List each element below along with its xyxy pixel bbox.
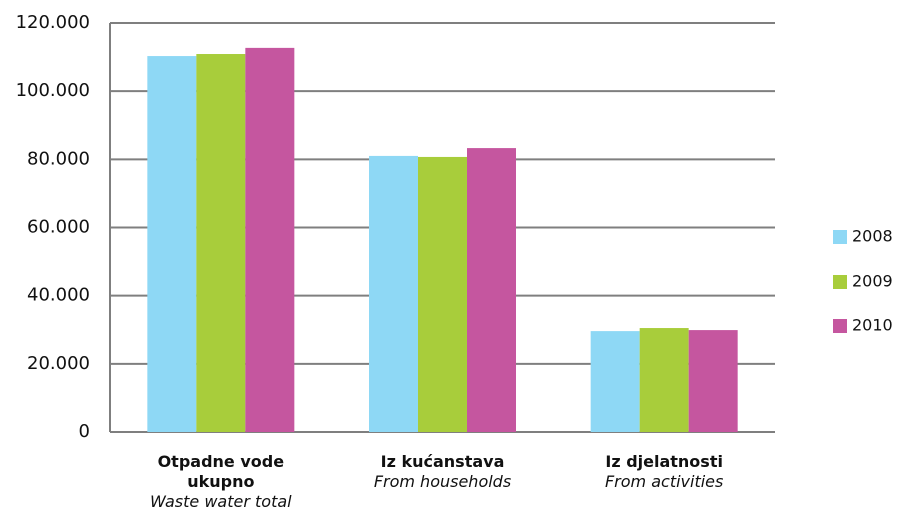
category-label: Iz djelatnosti From activities	[564, 452, 764, 492]
category-name: Iz kućanstava	[380, 452, 505, 471]
y-tick-label: 20.000	[27, 353, 90, 374]
category-name-en: From households	[373, 472, 512, 491]
legend-label: 2009	[852, 272, 893, 291]
legend-swatch	[833, 275, 847, 289]
bar	[639, 328, 689, 432]
bar	[369, 155, 418, 433]
bar	[590, 331, 640, 432]
y-tick-label: 40.000	[27, 285, 90, 306]
category-name-en: From activities	[604, 472, 724, 491]
legend-swatch	[833, 319, 847, 333]
bar	[418, 156, 467, 432]
category-name-en: Waste water total	[150, 492, 292, 511]
bar	[467, 148, 516, 433]
bar	[147, 56, 197, 433]
category-label: Otpadne vode ukupno Waste water total	[121, 452, 321, 512]
y-tick-label: 120.000	[16, 12, 90, 33]
bar	[245, 47, 295, 433]
y-tick-label: 60.000	[27, 217, 90, 238]
category-name: Otpadne vode ukupno	[157, 452, 285, 491]
legend-label: 2008	[852, 227, 893, 246]
category-name: Iz djelatnosti	[605, 452, 723, 471]
legend-swatch	[833, 230, 847, 244]
y-tick-label: 100.000	[16, 80, 90, 101]
bar	[196, 54, 246, 432]
bar	[688, 330, 738, 432]
y-tick-label: 80.000	[27, 148, 90, 169]
legend-label: 2010	[852, 316, 893, 335]
category-label: Iz kućanstava From households	[343, 452, 543, 492]
y-tick-label: 0	[79, 421, 90, 442]
